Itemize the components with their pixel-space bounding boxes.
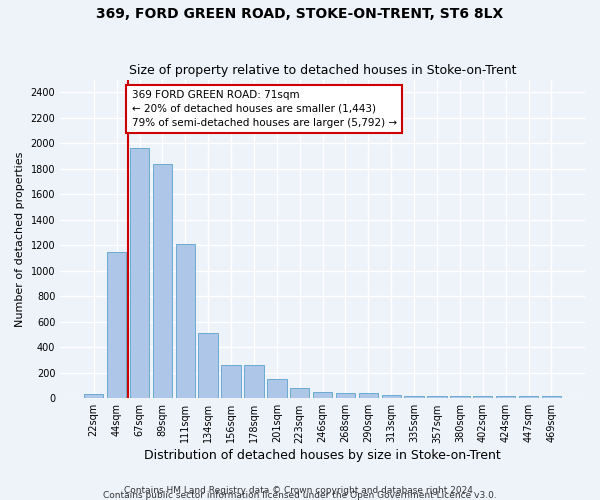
Bar — [244, 364, 263, 398]
Bar — [199, 334, 218, 398]
Text: Contains public sector information licensed under the Open Government Licence v3: Contains public sector information licen… — [103, 491, 497, 500]
Text: 369 FORD GREEN ROAD: 71sqm
← 20% of detached houses are smaller (1,443)
79% of s: 369 FORD GREEN ROAD: 71sqm ← 20% of deta… — [131, 90, 397, 128]
Bar — [450, 396, 470, 398]
Bar — [404, 396, 424, 398]
Bar — [267, 378, 287, 398]
Bar — [130, 148, 149, 398]
Bar — [336, 392, 355, 398]
Text: 369, FORD GREEN ROAD, STOKE-ON-TRENT, ST6 8LX: 369, FORD GREEN ROAD, STOKE-ON-TRENT, ST… — [97, 8, 503, 22]
Bar — [542, 396, 561, 398]
Bar — [496, 396, 515, 398]
Bar — [84, 394, 103, 398]
Bar — [313, 392, 332, 398]
Bar — [290, 388, 310, 398]
X-axis label: Distribution of detached houses by size in Stoke-on-Trent: Distribution of detached houses by size … — [144, 450, 501, 462]
Text: Contains HM Land Registry data © Crown copyright and database right 2024.: Contains HM Land Registry data © Crown c… — [124, 486, 476, 495]
Bar — [382, 395, 401, 398]
Bar — [152, 164, 172, 398]
Y-axis label: Number of detached properties: Number of detached properties — [15, 151, 25, 326]
Bar — [519, 396, 538, 398]
Bar — [427, 396, 447, 398]
Bar — [176, 244, 195, 398]
Title: Size of property relative to detached houses in Stoke-on-Trent: Size of property relative to detached ho… — [129, 64, 517, 77]
Bar — [107, 252, 127, 398]
Bar — [473, 396, 493, 398]
Bar — [221, 364, 241, 398]
Bar — [359, 392, 378, 398]
